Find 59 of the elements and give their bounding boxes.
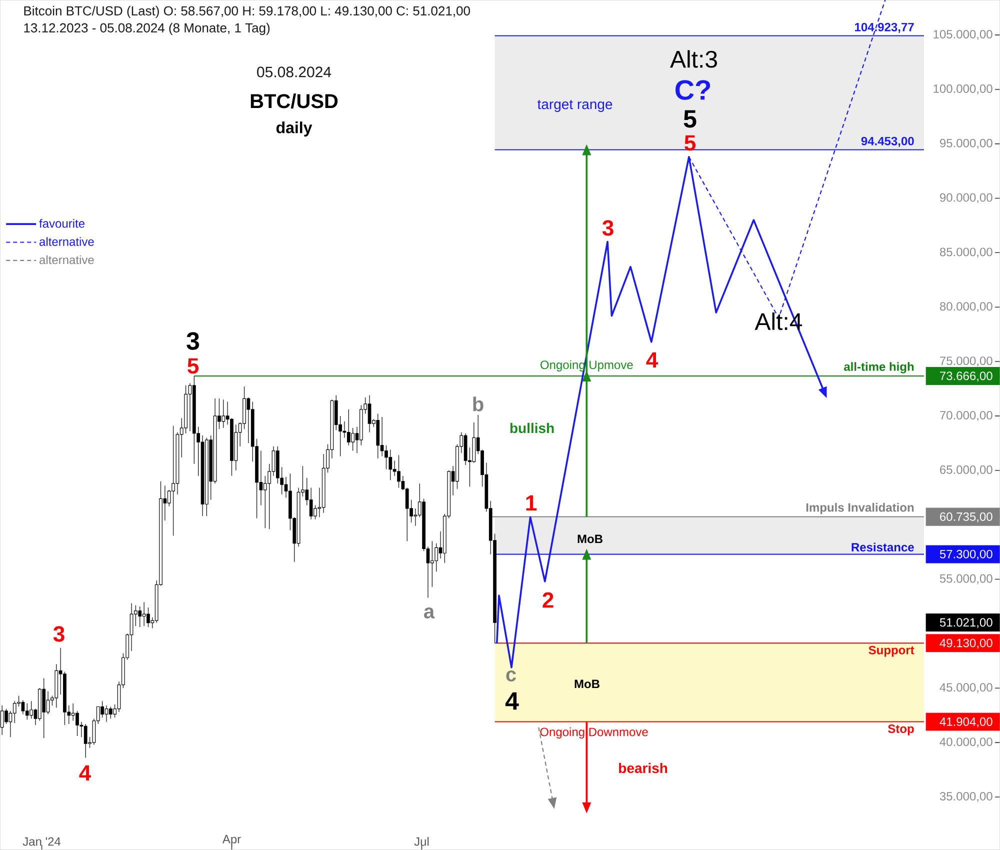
y-tick-label: 55.000,00	[940, 574, 992, 584]
annotation: bearish	[619, 762, 668, 774]
annotation: c	[506, 670, 516, 682]
legend-label: alternative	[40, 255, 94, 264]
ref-line-label: 104.923,77	[855, 22, 914, 34]
annotation: bullish	[510, 422, 554, 434]
x-tick-label: Jan '24	[22, 837, 61, 846]
ref-line-label: Support	[868, 646, 914, 657]
annotation: b	[473, 396, 484, 412]
y-tick-label: 95.000,00	[940, 138, 992, 149]
legend-label: favourite	[39, 218, 84, 228]
y-tick-label: 35.000,00	[940, 792, 992, 802]
annotation: 05.08.2024	[257, 66, 332, 78]
annotation: 4	[505, 692, 519, 710]
annotation: 2	[542, 592, 554, 608]
annotation: 3	[186, 332, 200, 350]
ref-line-label: all-time high	[844, 362, 914, 374]
annotation: 5	[188, 358, 199, 374]
annotation: Ongoing Downmove	[540, 727, 648, 739]
x-tick-label: Apr	[222, 835, 241, 846]
y-tick-label: 60.735,00	[940, 512, 992, 522]
y-tick-label: 57.300,00	[940, 550, 992, 560]
annotation: 4	[79, 765, 92, 781]
y-tick-label: 90.000,00	[940, 193, 992, 204]
text: daily	[276, 122, 312, 136]
annotation: 13.12.2023 - 05.08.2024 (8 Monate, 1 Tag)	[24, 22, 270, 36]
ref-line-label: Resistance	[852, 542, 914, 552]
y-tick-label: 51.021,00	[940, 618, 992, 628]
annotation: Bitcoin BTC/USD (Last) O: 58.567,00 H: 59.178,00 L: 49.130,00 C: 51.021,00	[24, 6, 470, 18]
ref-line-label: Stop	[888, 724, 914, 736]
y-tick-label: 65.000,00	[940, 465, 992, 476]
annotation: target range	[537, 100, 612, 112]
y-tick-label: 80.000,00	[940, 302, 992, 312]
y-tick-label: 40.000,00	[940, 738, 992, 748]
y-tick-label: 75.000,00	[940, 356, 992, 366]
legend-label: alternative	[40, 237, 94, 246]
annotation: a	[424, 608, 435, 618]
y-tick-label: 70.000,00	[940, 411, 992, 421]
annotation: MoB	[578, 534, 602, 544]
annotation: Alt:3	[670, 50, 717, 68]
y-tick-label: 100.000,00	[934, 84, 992, 94]
y-tick-label: 49.130,00	[940, 638, 992, 649]
annotation: 3	[602, 220, 614, 236]
y-tick-label: 105.000,00	[934, 30, 992, 40]
annotation: MoB	[574, 680, 600, 688]
ref-line-label: 94.453,00	[861, 136, 914, 148]
annotation: 1	[526, 495, 537, 511]
annotation: 4	[646, 352, 658, 368]
y-tick-label: 73.666,00	[940, 372, 992, 382]
annotation: 5	[684, 135, 696, 151]
annotation: C?	[676, 80, 710, 100]
text: BTC/USD	[250, 94, 338, 108]
ref-line-label: Impuls Invalidation	[806, 502, 914, 514]
x-tick-label: Jul	[414, 836, 429, 846]
y-tick-label: 45.000,00	[940, 683, 992, 694]
y-tick-label: 41.904,00	[940, 717, 992, 728]
y-tick-label: 85.000,00	[940, 248, 992, 258]
annotation: 5	[684, 110, 696, 128]
annotation: 3	[53, 626, 64, 642]
